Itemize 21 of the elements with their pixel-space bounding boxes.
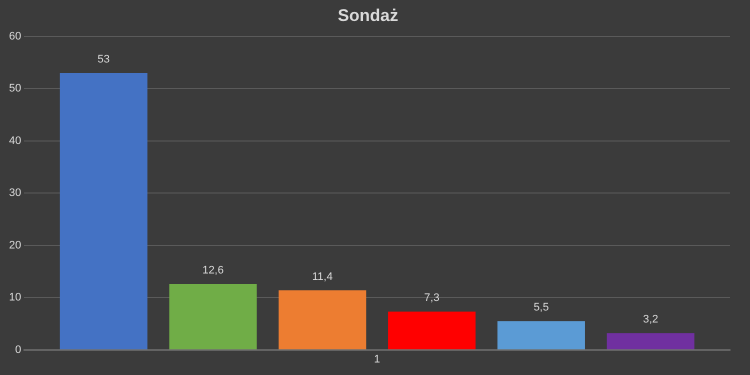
y-tick-label: 50 xyxy=(8,82,22,95)
y-tick-label: 20 xyxy=(8,239,22,252)
bar xyxy=(169,284,257,350)
bar xyxy=(606,333,694,350)
data-label: 53 xyxy=(98,53,110,66)
chart-title: Sondaż xyxy=(338,6,398,25)
bar xyxy=(278,290,366,350)
y-tick-label: 60 xyxy=(8,30,22,42)
y-tick-label: 40 xyxy=(8,134,22,147)
bar xyxy=(497,321,585,350)
y-tick-label: 0 xyxy=(15,344,22,356)
bar xyxy=(388,312,476,350)
data-label: 7,3 xyxy=(424,292,440,304)
y-tick-label: 10 xyxy=(8,292,22,304)
y-tick-label: 30 xyxy=(8,187,22,200)
data-label: 5,5 xyxy=(534,302,549,314)
data-label: 12,6 xyxy=(202,264,224,277)
data-label: 11,4 xyxy=(312,270,333,283)
data-label: 3,2 xyxy=(642,314,658,326)
x-tick-label: 1 xyxy=(374,353,380,366)
bar xyxy=(60,72,148,350)
